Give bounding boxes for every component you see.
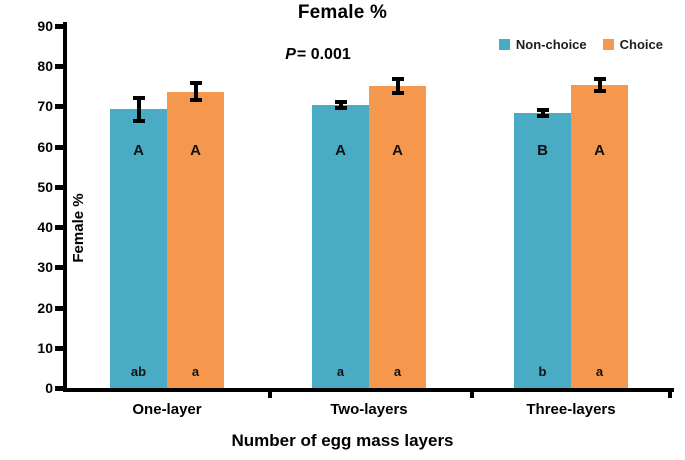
y-axis-tick-label: 30 (37, 259, 53, 276)
significance-letter-lower: b (538, 364, 547, 379)
y-axis-tick (55, 144, 63, 150)
bar-non-choice-two-layers (312, 104, 369, 388)
x-axis-tick (668, 388, 672, 398)
y-axis-tick (55, 225, 63, 231)
y-axis-tick-label: 60 (37, 138, 53, 155)
significance-letter-upper: A (335, 142, 346, 159)
y-axis-tick (55, 184, 63, 190)
significance-letter-lower: a (336, 364, 345, 379)
y-axis-tick-label: 50 (37, 178, 53, 195)
x-category-label: Three-layers (526, 401, 616, 418)
y-axis-tick-label: 90 (37, 18, 53, 34)
bar-choice-three-layers (571, 84, 628, 388)
p-value-annotation: P= 0.001 (233, 46, 403, 64)
significance-letter-upper: A (133, 142, 144, 159)
error-bar-cap (132, 118, 145, 123)
legend-swatch-icon (498, 39, 510, 50)
y-axis-tick (55, 104, 63, 110)
y-axis-tick-label: 0 (45, 380, 53, 396)
error-bar-cap (593, 88, 606, 93)
bar-non-choice-one-layer (110, 109, 167, 388)
error-bar-cap (132, 95, 145, 100)
y-axis-tick (55, 265, 63, 271)
significance-letter-upper: A (392, 142, 403, 159)
y-axis-tick-label: 80 (37, 58, 53, 75)
y-axis-tick (55, 24, 63, 29)
bar-choice-one-layer (167, 91, 224, 388)
error-bar-cap (391, 76, 404, 81)
y-axis-tick-label: 10 (37, 339, 53, 356)
significance-letter-lower: ab (130, 364, 147, 379)
legend-swatch-icon (602, 39, 614, 50)
error-bar (540, 110, 545, 116)
significance-letter-upper: A (190, 142, 201, 159)
error-bar-cap (593, 76, 606, 81)
error-bar (597, 78, 602, 91)
bar-choice-two-layers (369, 85, 426, 388)
error-bar-cap (536, 108, 549, 113)
error-bar (338, 102, 343, 108)
legend-label: Non-choice (515, 37, 587, 52)
y-axis-tick (55, 386, 63, 391)
error-bar-cap (189, 98, 202, 103)
y-axis-tick-label: 40 (37, 219, 53, 236)
y-axis-tick-label: 20 (37, 299, 53, 316)
chart-title: Female % (297, 2, 388, 23)
significance-letter-lower: a (595, 364, 604, 379)
y-axis-tick (55, 345, 63, 351)
x-category-label: Two-layers (330, 401, 408, 418)
significance-letter-upper: A (594, 142, 605, 159)
y-axis-tick (55, 64, 63, 70)
significance-letter-upper: B (537, 142, 548, 159)
error-bar (193, 82, 198, 101)
y-axis-tick (55, 305, 63, 311)
y-axis-title: Female % (70, 193, 87, 263)
error-bar-cap (536, 113, 549, 118)
legend-item: Choice (602, 37, 663, 52)
legend-item: Non-choice (498, 37, 587, 52)
significance-letter-lower: a (393, 364, 402, 379)
x-axis-title: Number of egg mass layers (231, 431, 454, 450)
legend-label: Choice (619, 37, 663, 52)
x-axis-tick (470, 388, 474, 398)
error-bar-cap (189, 80, 202, 85)
significance-letter-lower: a (191, 364, 200, 379)
x-axis-tick (268, 388, 272, 398)
x-category-label: One-layer (132, 401, 202, 418)
error-bar (136, 97, 141, 121)
bar-non-choice-three-layers (514, 112, 571, 388)
p-symbol: P (285, 46, 296, 63)
error-bar-cap (391, 91, 404, 96)
error-bar (395, 78, 400, 94)
y-axis-tick-label: 70 (37, 98, 53, 115)
p-value: = 0.001 (296, 46, 351, 63)
legend: Non-choice Choice (498, 37, 663, 52)
error-bar-cap (334, 105, 347, 110)
error-bar-cap (334, 100, 347, 105)
